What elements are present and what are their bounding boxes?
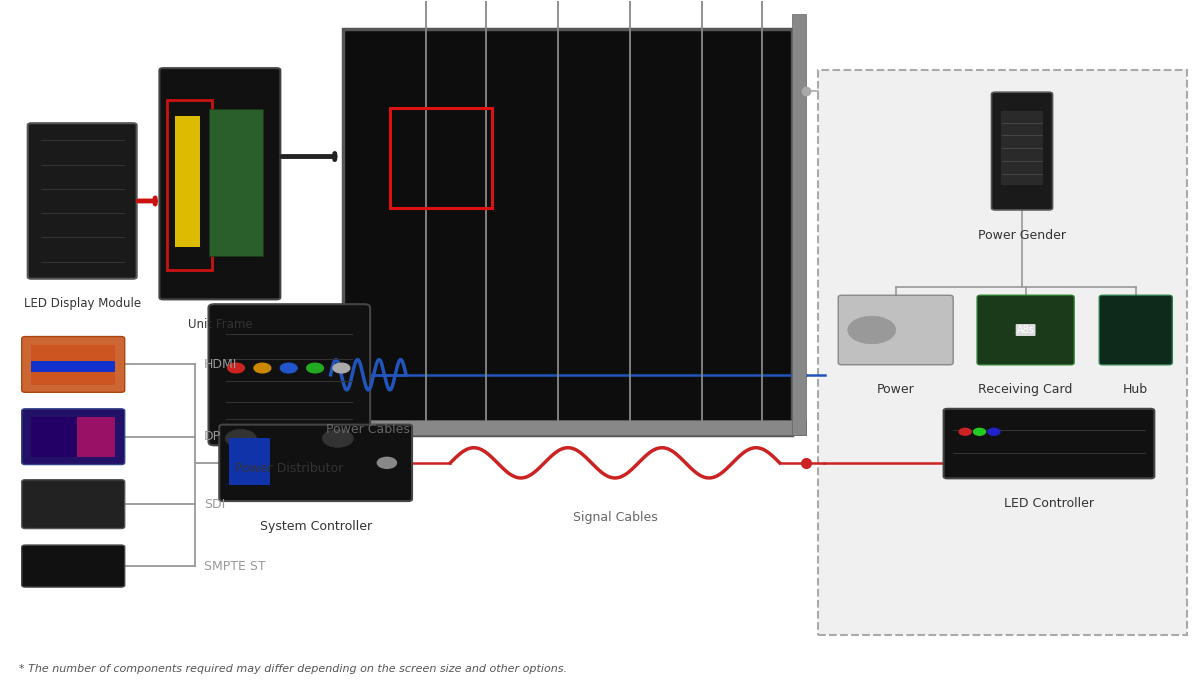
FancyBboxPatch shape xyxy=(22,480,125,529)
FancyBboxPatch shape xyxy=(22,337,125,392)
Text: Power Cables: Power Cables xyxy=(326,423,410,436)
Bar xyxy=(1001,111,1043,185)
Circle shape xyxy=(973,428,985,435)
Bar xyxy=(390,108,492,208)
FancyBboxPatch shape xyxy=(22,409,125,464)
Circle shape xyxy=(228,363,245,373)
Bar xyxy=(167,100,212,270)
Bar xyxy=(31,345,115,385)
FancyBboxPatch shape xyxy=(1099,295,1172,365)
Bar xyxy=(229,437,270,484)
Text: Power Distributor: Power Distributor xyxy=(235,462,343,475)
Text: Hub: Hub xyxy=(1123,384,1148,397)
FancyBboxPatch shape xyxy=(342,29,792,435)
FancyBboxPatch shape xyxy=(220,425,412,501)
Circle shape xyxy=(307,363,324,373)
Text: LED Display Module: LED Display Module xyxy=(24,297,140,310)
Text: System Controller: System Controller xyxy=(259,520,372,533)
Text: Receiving Card: Receiving Card xyxy=(978,384,1073,397)
Circle shape xyxy=(959,428,971,435)
FancyBboxPatch shape xyxy=(160,68,281,299)
Circle shape xyxy=(254,363,271,373)
Bar xyxy=(31,361,115,372)
Text: HDMI: HDMI xyxy=(204,358,238,371)
Text: SMPTE ST: SMPTE ST xyxy=(204,560,265,573)
Text: Power Gender: Power Gender xyxy=(978,229,1066,241)
Text: * The number of components required may differ depending on the screen size and : * The number of components required may … xyxy=(19,665,568,674)
FancyBboxPatch shape xyxy=(839,295,953,365)
Circle shape xyxy=(226,430,257,447)
Circle shape xyxy=(281,363,298,373)
Bar xyxy=(78,417,115,457)
Bar xyxy=(818,70,1187,634)
FancyBboxPatch shape xyxy=(22,545,125,587)
Bar xyxy=(209,108,263,256)
Circle shape xyxy=(848,316,895,344)
FancyBboxPatch shape xyxy=(209,304,370,445)
FancyBboxPatch shape xyxy=(991,92,1052,210)
Bar xyxy=(792,14,806,435)
Bar xyxy=(31,417,115,457)
Text: SDI: SDI xyxy=(204,498,224,511)
FancyBboxPatch shape xyxy=(943,409,1154,478)
Circle shape xyxy=(988,428,1000,435)
Circle shape xyxy=(323,430,353,447)
Text: LED Controller: LED Controller xyxy=(1004,497,1094,510)
FancyBboxPatch shape xyxy=(977,295,1074,365)
Bar xyxy=(342,420,806,435)
Text: DP: DP xyxy=(204,430,221,443)
Text: Signal Cables: Signal Cables xyxy=(572,511,658,524)
Circle shape xyxy=(377,457,396,468)
Circle shape xyxy=(334,363,349,373)
Text: Unit Frame: Unit Frame xyxy=(187,318,252,331)
FancyBboxPatch shape xyxy=(28,123,137,278)
Text: A8s: A8s xyxy=(1016,325,1034,335)
Text: Power: Power xyxy=(877,384,914,397)
Bar xyxy=(175,115,200,247)
